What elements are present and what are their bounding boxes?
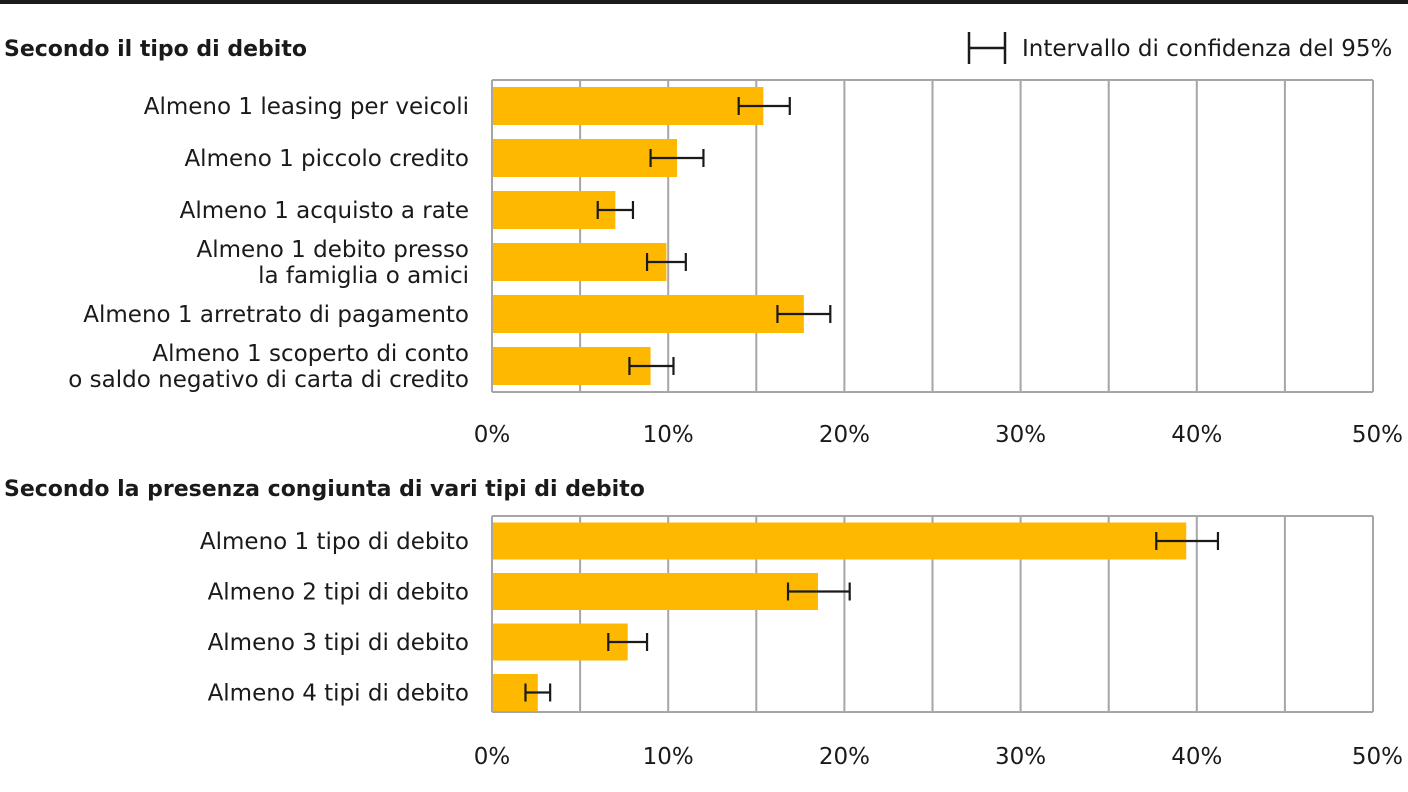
legend-label: Intervallo di confidenza del 95% (1022, 36, 1392, 62)
x-tick-label: 20% (819, 744, 870, 770)
panel-title: Secondo il tipo di debito (4, 37, 307, 62)
error-bar (649, 149, 705, 167)
error-bar (524, 683, 552, 702)
bar (493, 295, 804, 333)
category-label-line: la famiglia o amici (258, 263, 469, 289)
error-bar (645, 253, 687, 271)
x-tick-label: 50% (1352, 422, 1403, 448)
bar (493, 243, 667, 281)
x-tick-label: 0% (474, 422, 511, 448)
x-tick-label: 0% (474, 744, 511, 770)
error-bar (607, 633, 649, 651)
category-label-line: Almeno 4 tipi di debito (208, 681, 469, 707)
category-label-line: Almeno 1 scoperto di conto (152, 341, 469, 367)
category-label: Almeno 1 debito presso la famiglia o amic… (197, 237, 469, 289)
x-tick-label: 20% (819, 422, 870, 448)
gridlines (491, 515, 1374, 713)
category-label: Almeno 1 scoperto di conto o saldo negati… (68, 341, 469, 393)
error-bar (1155, 532, 1220, 550)
category-labels: Almeno 1 tipo di debito Almeno 2 tipi di … (200, 529, 469, 707)
bar (493, 139, 678, 177)
category-label: Almeno 4 tipi di debito (208, 681, 469, 707)
error-bar (786, 582, 851, 601)
x-tick-labels: 0% 10% 20% 30% 40% 50% (474, 744, 1403, 770)
top-rule (0, 0, 1408, 4)
category-label-line: Almeno 1 leasing per veicoli (144, 94, 469, 120)
category-label: Almeno 1 leasing per veicoli (144, 94, 469, 120)
legend-errorbar-icon (967, 32, 1007, 64)
category-label-line: Almeno 1 piccolo credito (184, 146, 469, 172)
bar (493, 191, 616, 229)
bar (493, 347, 651, 385)
x-tick-label: 40% (1171, 422, 1222, 448)
x-tick-labels: 0% 10% 20% 30% 40% 50% (474, 422, 1403, 448)
legend: Intervallo di confidenza del 95% (967, 32, 1392, 64)
category-label: Almeno 1 acquisto a rate (180, 198, 469, 224)
error-bar (776, 305, 832, 323)
panel-debt-type: Secondo il tipo di debito Almeno 1 leasi… (4, 37, 1403, 448)
bar (493, 623, 628, 661)
bars (493, 522, 1187, 711)
bar (493, 573, 818, 610)
error-bar (628, 357, 675, 375)
error-bars (524, 532, 1220, 702)
category-label: Almeno 2 tipi di debito (208, 580, 469, 606)
category-labels: Almeno 1 leasing per veicoli Almeno 1 pic… (68, 94, 469, 393)
error-bar (596, 201, 635, 219)
x-tick-label: 40% (1171, 744, 1222, 770)
panel-debt-combination: Secondo la presenza congiunta di vari ti… (4, 477, 1403, 770)
category-label: Almeno 1 tipo di debito (200, 529, 469, 555)
gridlines (491, 79, 1374, 393)
category-label-line: Almeno 3 tipi di debito (208, 630, 469, 656)
category-label-line: Almeno 2 tipi di debito (208, 580, 469, 606)
x-tick-label: 10% (643, 422, 694, 448)
category-label: Almeno 1 arretrato di pagamento (83, 302, 469, 328)
bar (493, 522, 1187, 560)
x-tick-label: 30% (995, 744, 1046, 770)
category-label-line: Almeno 1 debito presso (197, 237, 469, 263)
x-tick-label: 50% (1352, 744, 1403, 770)
error-bars (596, 97, 832, 375)
x-tick-label: 10% (643, 744, 694, 770)
error-bar (737, 97, 791, 115)
category-label-line: Almeno 1 tipo di debito (200, 529, 469, 555)
panel-title: Secondo la presenza congiunta di vari ti… (4, 477, 645, 502)
category-label-line: Almeno 1 acquisto a rate (180, 198, 469, 224)
category-label: Almeno 3 tipi di debito (208, 630, 469, 656)
bar (493, 87, 764, 125)
category-label-line: Almeno 1 arretrato di pagamento (83, 302, 469, 328)
category-label: Almeno 1 piccolo credito (184, 146, 469, 172)
category-label-line: o saldo negativo di carta di credito (68, 367, 469, 393)
bars (493, 87, 804, 385)
x-tick-label: 30% (995, 422, 1046, 448)
